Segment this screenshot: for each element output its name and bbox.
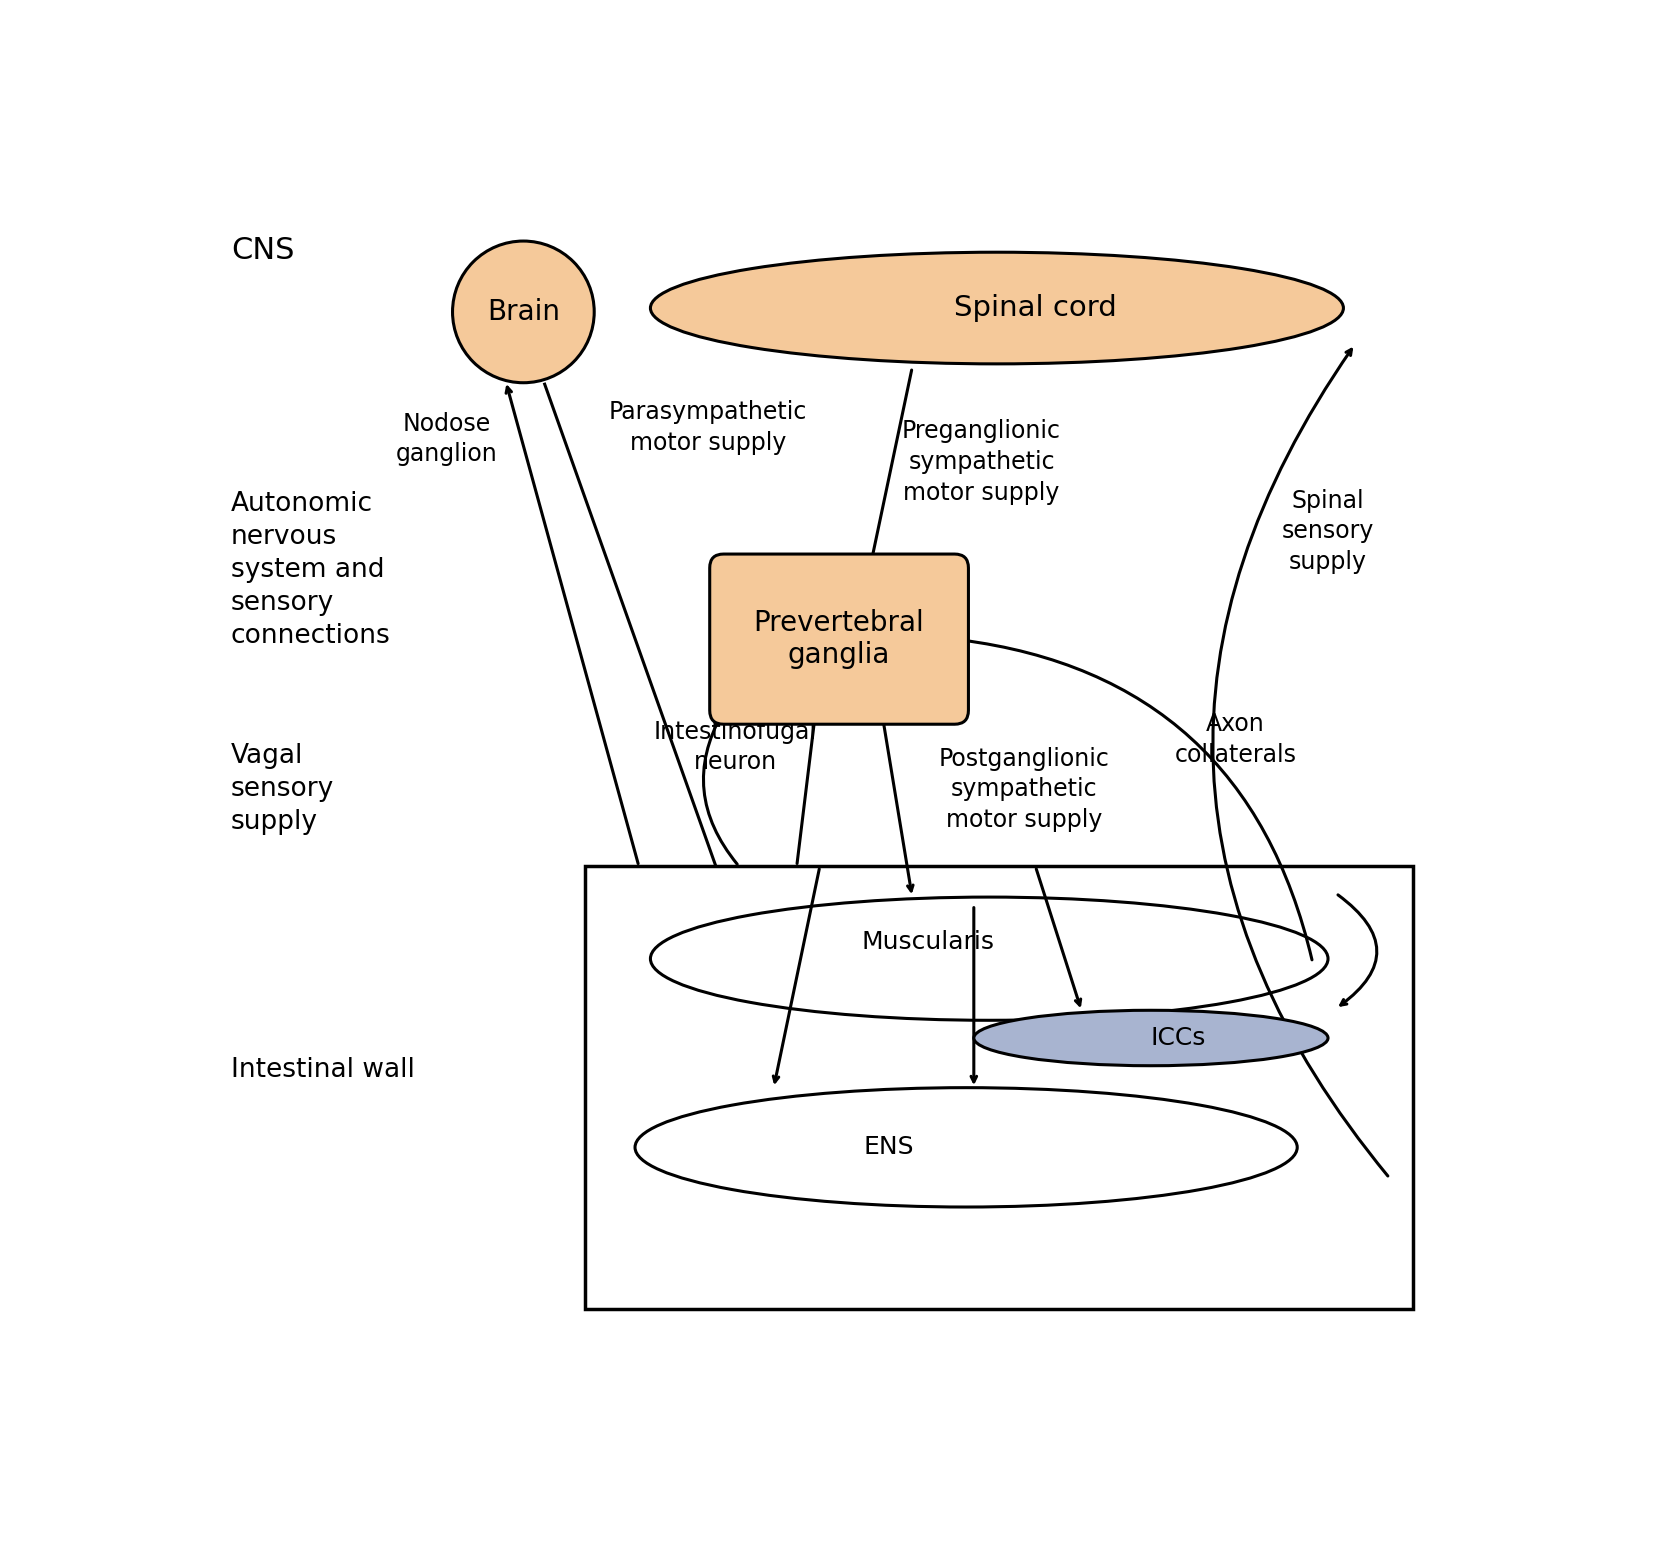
Text: ENS: ENS (864, 1135, 914, 1159)
Text: Autonomic
nervous
system and
sensory
connections: Autonomic nervous system and sensory con… (231, 490, 390, 648)
Text: Prevertebral
ganglia: Prevertebral ganglia (753, 609, 924, 669)
Text: Brain: Brain (486, 298, 559, 326)
Bar (586, 866, 1413, 1309)
Ellipse shape (974, 1010, 1327, 1066)
Text: CNS: CNS (231, 236, 294, 265)
Text: Intestinal wall: Intestinal wall (231, 1057, 415, 1084)
Text: ICCs: ICCs (1150, 1026, 1206, 1049)
Text: Intestinofugal
neuron: Intestinofugal neuron (654, 720, 816, 774)
Text: Parasympathetic
motor supply: Parasympathetic motor supply (609, 399, 808, 454)
Text: Preganglionic
sympathetic
motor supply: Preganglionic sympathetic motor supply (902, 420, 1062, 504)
Text: Nodose
ganglion: Nodose ganglion (395, 412, 498, 467)
Text: Spinal
sensory
supply: Spinal sensory supply (1282, 489, 1374, 575)
Circle shape (453, 241, 594, 382)
Text: Axon
collaterals: Axon collaterals (1175, 713, 1297, 767)
Text: Muscularis: Muscularis (861, 930, 994, 954)
FancyBboxPatch shape (710, 554, 969, 723)
Text: Spinal cord: Spinal cord (954, 294, 1117, 323)
Text: Postganglionic
sympathetic
motor supply: Postganglionic sympathetic motor supply (939, 747, 1110, 832)
Text: Vagal
sensory
supply: Vagal sensory supply (231, 744, 333, 835)
Ellipse shape (650, 252, 1344, 363)
